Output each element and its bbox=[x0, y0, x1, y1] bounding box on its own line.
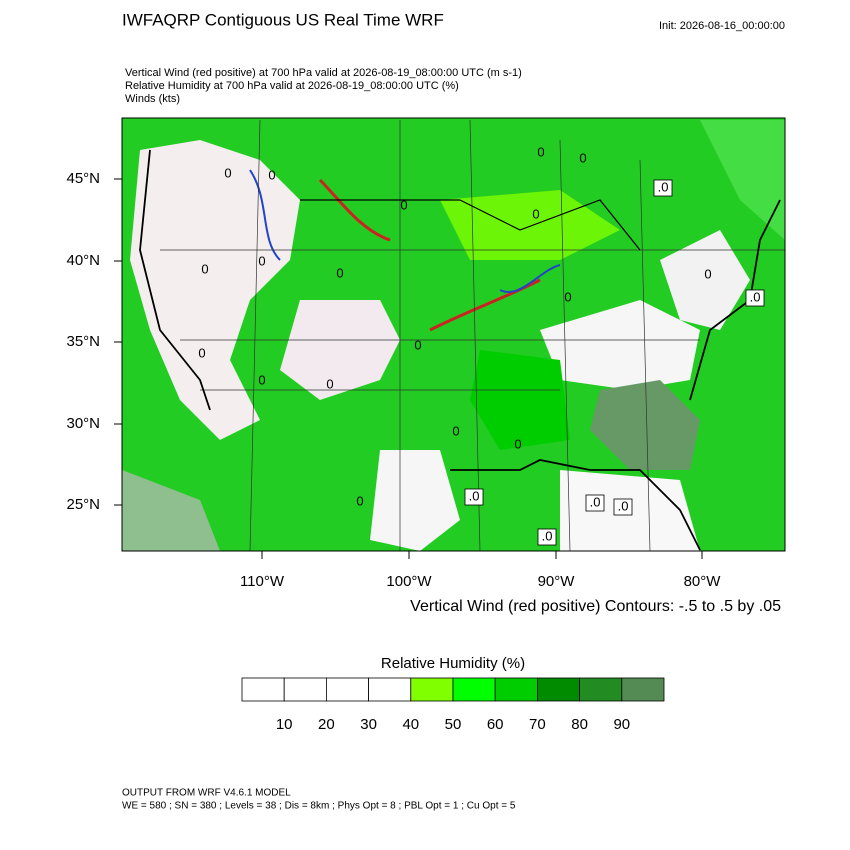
contour-label: 0 bbox=[514, 436, 521, 451]
colorbar-box bbox=[452, 677, 496, 702]
colorbar-label: 90 bbox=[613, 716, 630, 733]
contour-label: .0 bbox=[618, 498, 629, 513]
lat-label: 30°N bbox=[66, 415, 100, 432]
contour-label: 0 bbox=[258, 253, 265, 268]
colorbar-label: 60 bbox=[487, 716, 504, 733]
colorbar-box bbox=[579, 677, 623, 702]
lon-label: 110°W bbox=[240, 573, 285, 590]
contour-label: .0 bbox=[590, 494, 601, 509]
contour-label: 0 bbox=[224, 165, 231, 180]
footer: OUTPUT FROM WRF V4.6.1 MODEL bbox=[122, 788, 291, 799]
contour-label: .0 bbox=[750, 289, 761, 304]
lon-label: 90°W bbox=[538, 573, 576, 590]
colorbar-label: 30 bbox=[360, 716, 377, 733]
contour-label: 0 bbox=[579, 150, 586, 165]
map-frame bbox=[121, 117, 786, 552]
footer: WE = 580 ; SN = 380 ; Levels = 38 ; Dis … bbox=[122, 801, 516, 812]
axes: 45°N 40°N 35°N 30°N 25°N 110°W 100°W 90°W 80°W bbox=[66, 170, 721, 590]
init-time: Init: 2026-08-16_00:00:00 bbox=[659, 20, 785, 32]
colorbar-label: 20 bbox=[318, 716, 335, 733]
subtitle: Relative Humidity at 700 hPa valid at 20… bbox=[125, 80, 459, 92]
colorbar-title: Relative Humidity (%) bbox=[381, 655, 525, 672]
contour-label: 0 bbox=[336, 265, 343, 280]
contour-label-box bbox=[613, 498, 633, 516]
contour-label: .0 bbox=[469, 488, 480, 503]
colorbar-box bbox=[494, 677, 538, 702]
contour-label: 0 bbox=[564, 289, 571, 304]
lat-label: 45°N bbox=[66, 170, 100, 187]
colorbar-box bbox=[537, 677, 581, 702]
colorbar-box bbox=[621, 677, 665, 702]
lon-label: 100°W bbox=[386, 573, 432, 590]
contour-label: 0 bbox=[326, 376, 333, 391]
lon-label: 80°W bbox=[684, 573, 722, 590]
subtitle: Winds (kts) bbox=[125, 93, 180, 105]
colorbar-box bbox=[283, 677, 327, 702]
contour-label: .0 bbox=[542, 528, 553, 543]
lat-label: 40°N bbox=[66, 252, 100, 269]
title: IWFAQRP Contiguous US Real Time WRF bbox=[122, 10, 444, 29]
map bbox=[122, 118, 785, 551]
contour-label: 0 bbox=[452, 423, 459, 438]
colorbar-label: 40 bbox=[402, 716, 419, 733]
contour-label-box bbox=[585, 494, 605, 512]
contour-labels: 0 0 0 0 0 0 0 0 0 0 0 0 0 0 0 0 0 0 .0 .0 .0 .0 .0 .0 bbox=[198, 144, 765, 546]
contour-label-box bbox=[537, 528, 557, 546]
colorbar-box bbox=[241, 677, 285, 702]
contour-label: 0 bbox=[198, 345, 205, 360]
contour-label-box bbox=[464, 488, 484, 506]
colorbar-label: 70 bbox=[529, 716, 546, 733]
colorbar-label: 50 bbox=[445, 716, 462, 733]
contour-label: 0 bbox=[201, 261, 208, 276]
contour-label: 0 bbox=[704, 266, 711, 281]
contour-label-box bbox=[653, 179, 673, 197]
contour-label: 0 bbox=[537, 144, 544, 159]
colorbar-box bbox=[410, 677, 454, 702]
colorbar-box bbox=[325, 677, 369, 702]
colorbar-box bbox=[368, 677, 412, 702]
contour-label: 0 bbox=[356, 493, 363, 508]
contour-label: 0 bbox=[532, 206, 539, 221]
lat-label: 25°N bbox=[66, 496, 100, 513]
contour-label: 0 bbox=[414, 337, 421, 352]
contour-label: .0 bbox=[658, 179, 669, 194]
colorbar-label: 80 bbox=[571, 716, 588, 733]
colorbar: 10 20 30 40 50 60 70 80 90 bbox=[241, 677, 665, 733]
subtitle: Vertical Wind (red positive) at 700 hPa … bbox=[125, 67, 522, 79]
contour-label-box bbox=[745, 289, 765, 307]
colorbar-label: 10 bbox=[276, 716, 293, 733]
contour-label: 0 bbox=[268, 167, 275, 182]
contour-info: Vertical Wind (red positive) Contours: -… bbox=[410, 598, 781, 615]
lat-label: 35°N bbox=[66, 333, 100, 350]
contour-label: 0 bbox=[258, 372, 265, 387]
contour-label: 0 bbox=[400, 197, 407, 212]
